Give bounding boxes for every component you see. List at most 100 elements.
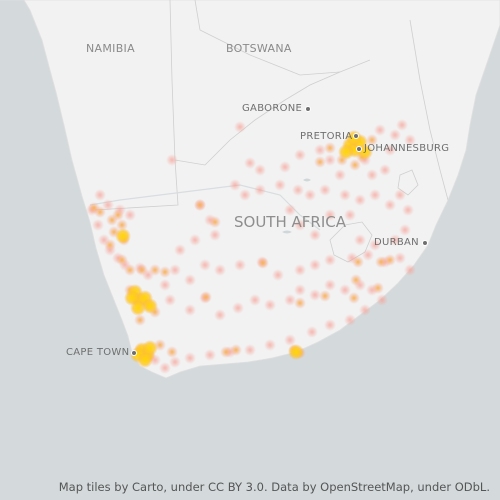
heat-point [254, 184, 266, 196]
heat-point [384, 254, 396, 266]
label-pretoria: PRETORIA [300, 131, 353, 142]
heat-point [319, 184, 331, 196]
heat-point [230, 344, 242, 356]
heat-point [366, 134, 378, 146]
heat-point [264, 299, 276, 311]
heat-point [149, 264, 161, 276]
heat-point [200, 291, 212, 303]
heat-point [159, 266, 171, 278]
heat-point [169, 264, 181, 276]
heat-point [199, 259, 211, 271]
heat-point [214, 309, 226, 321]
heat-point [288, 344, 304, 360]
heat-point [324, 142, 336, 154]
heat-point [404, 134, 416, 146]
heat-point [294, 297, 306, 309]
heat-point [399, 224, 411, 236]
heat-point [309, 289, 321, 301]
heat-point [116, 219, 128, 231]
heat-point [344, 209, 356, 221]
heat-point [309, 259, 321, 271]
heat-point [254, 164, 266, 176]
heat-point [362, 249, 374, 261]
heat-point [214, 264, 226, 276]
heat-point [324, 279, 336, 291]
heat-point [396, 119, 408, 131]
heat-point [94, 189, 106, 201]
city-dot-gaborone [305, 106, 311, 112]
country-border-botswana-zimbabwe [194, 0, 341, 76]
heat-point [404, 264, 416, 276]
heat-point [372, 282, 384, 294]
heat-point [314, 156, 326, 168]
heat-point [244, 344, 256, 356]
heat-point [184, 274, 196, 286]
heat-point [306, 326, 318, 338]
label-namibia: NAMIBIA [86, 42, 135, 55]
heat-point [348, 292, 360, 304]
map-attribution[interactable]: Map tiles by Carto, under CC BY 3.0. Dat… [59, 480, 490, 494]
country-border-namibia-botswana [169, 0, 176, 161]
heat-point [369, 239, 381, 251]
heat-point [359, 304, 371, 316]
heat-point [314, 144, 326, 156]
heat-point [166, 154, 178, 166]
heat-point [137, 352, 153, 368]
heat-point [104, 239, 116, 251]
heat-point [334, 169, 346, 181]
heat-point [294, 219, 306, 231]
heat-point [324, 209, 336, 221]
country-border-mozambique [409, 19, 449, 201]
label-johannesburg: JOHANNESBURG [364, 143, 450, 154]
heat-point [106, 214, 118, 226]
heat-point [234, 121, 246, 133]
city-dot-durban [422, 240, 428, 246]
heat-point [274, 179, 286, 191]
heat-point [374, 124, 386, 136]
heat-point [324, 254, 336, 266]
heat-point [174, 244, 186, 256]
city-dot-pretoria [353, 133, 359, 139]
heat-point [142, 340, 158, 356]
heat-point [164, 294, 176, 306]
heat-point [115, 228, 131, 244]
heat-point [350, 274, 362, 286]
heat-point [279, 161, 291, 173]
heat-point [344, 314, 356, 326]
heat-point [130, 300, 146, 316]
heat-point [389, 234, 401, 246]
dam [303, 178, 311, 182]
heat-point [324, 319, 336, 331]
heat-point [292, 184, 304, 196]
heat-point [124, 264, 136, 276]
heat-point [339, 284, 351, 296]
heat-point [402, 204, 414, 216]
heat-point [379, 164, 391, 176]
heat-point [354, 234, 366, 246]
heat-point [249, 294, 261, 306]
heat-point [284, 204, 296, 216]
heat-point [324, 154, 336, 166]
attribution-text[interactable]: Map tiles by Carto, under CC BY 3.0. Dat… [58, 480, 490, 494]
heat-point [134, 314, 146, 326]
heat-point [384, 199, 396, 211]
heat-point [349, 159, 361, 171]
heat-point [220, 346, 232, 358]
heat-point [159, 279, 171, 291]
heat-point [257, 257, 269, 269]
heat-point [284, 294, 296, 306]
heat-point [294, 149, 306, 161]
river [89, 184, 321, 231]
eswatini-border [397, 169, 419, 196]
heat-point [394, 189, 406, 201]
heat-point [209, 216, 221, 228]
heat-point [352, 256, 364, 268]
city-dot-cape-town [131, 350, 137, 356]
heat-point [229, 179, 241, 191]
heat-point [309, 229, 321, 241]
heat-point [304, 189, 316, 201]
label-cape-town: CAPE TOWN [66, 347, 130, 358]
city-dot-johannesburg [356, 146, 362, 152]
heat-point [102, 199, 114, 211]
